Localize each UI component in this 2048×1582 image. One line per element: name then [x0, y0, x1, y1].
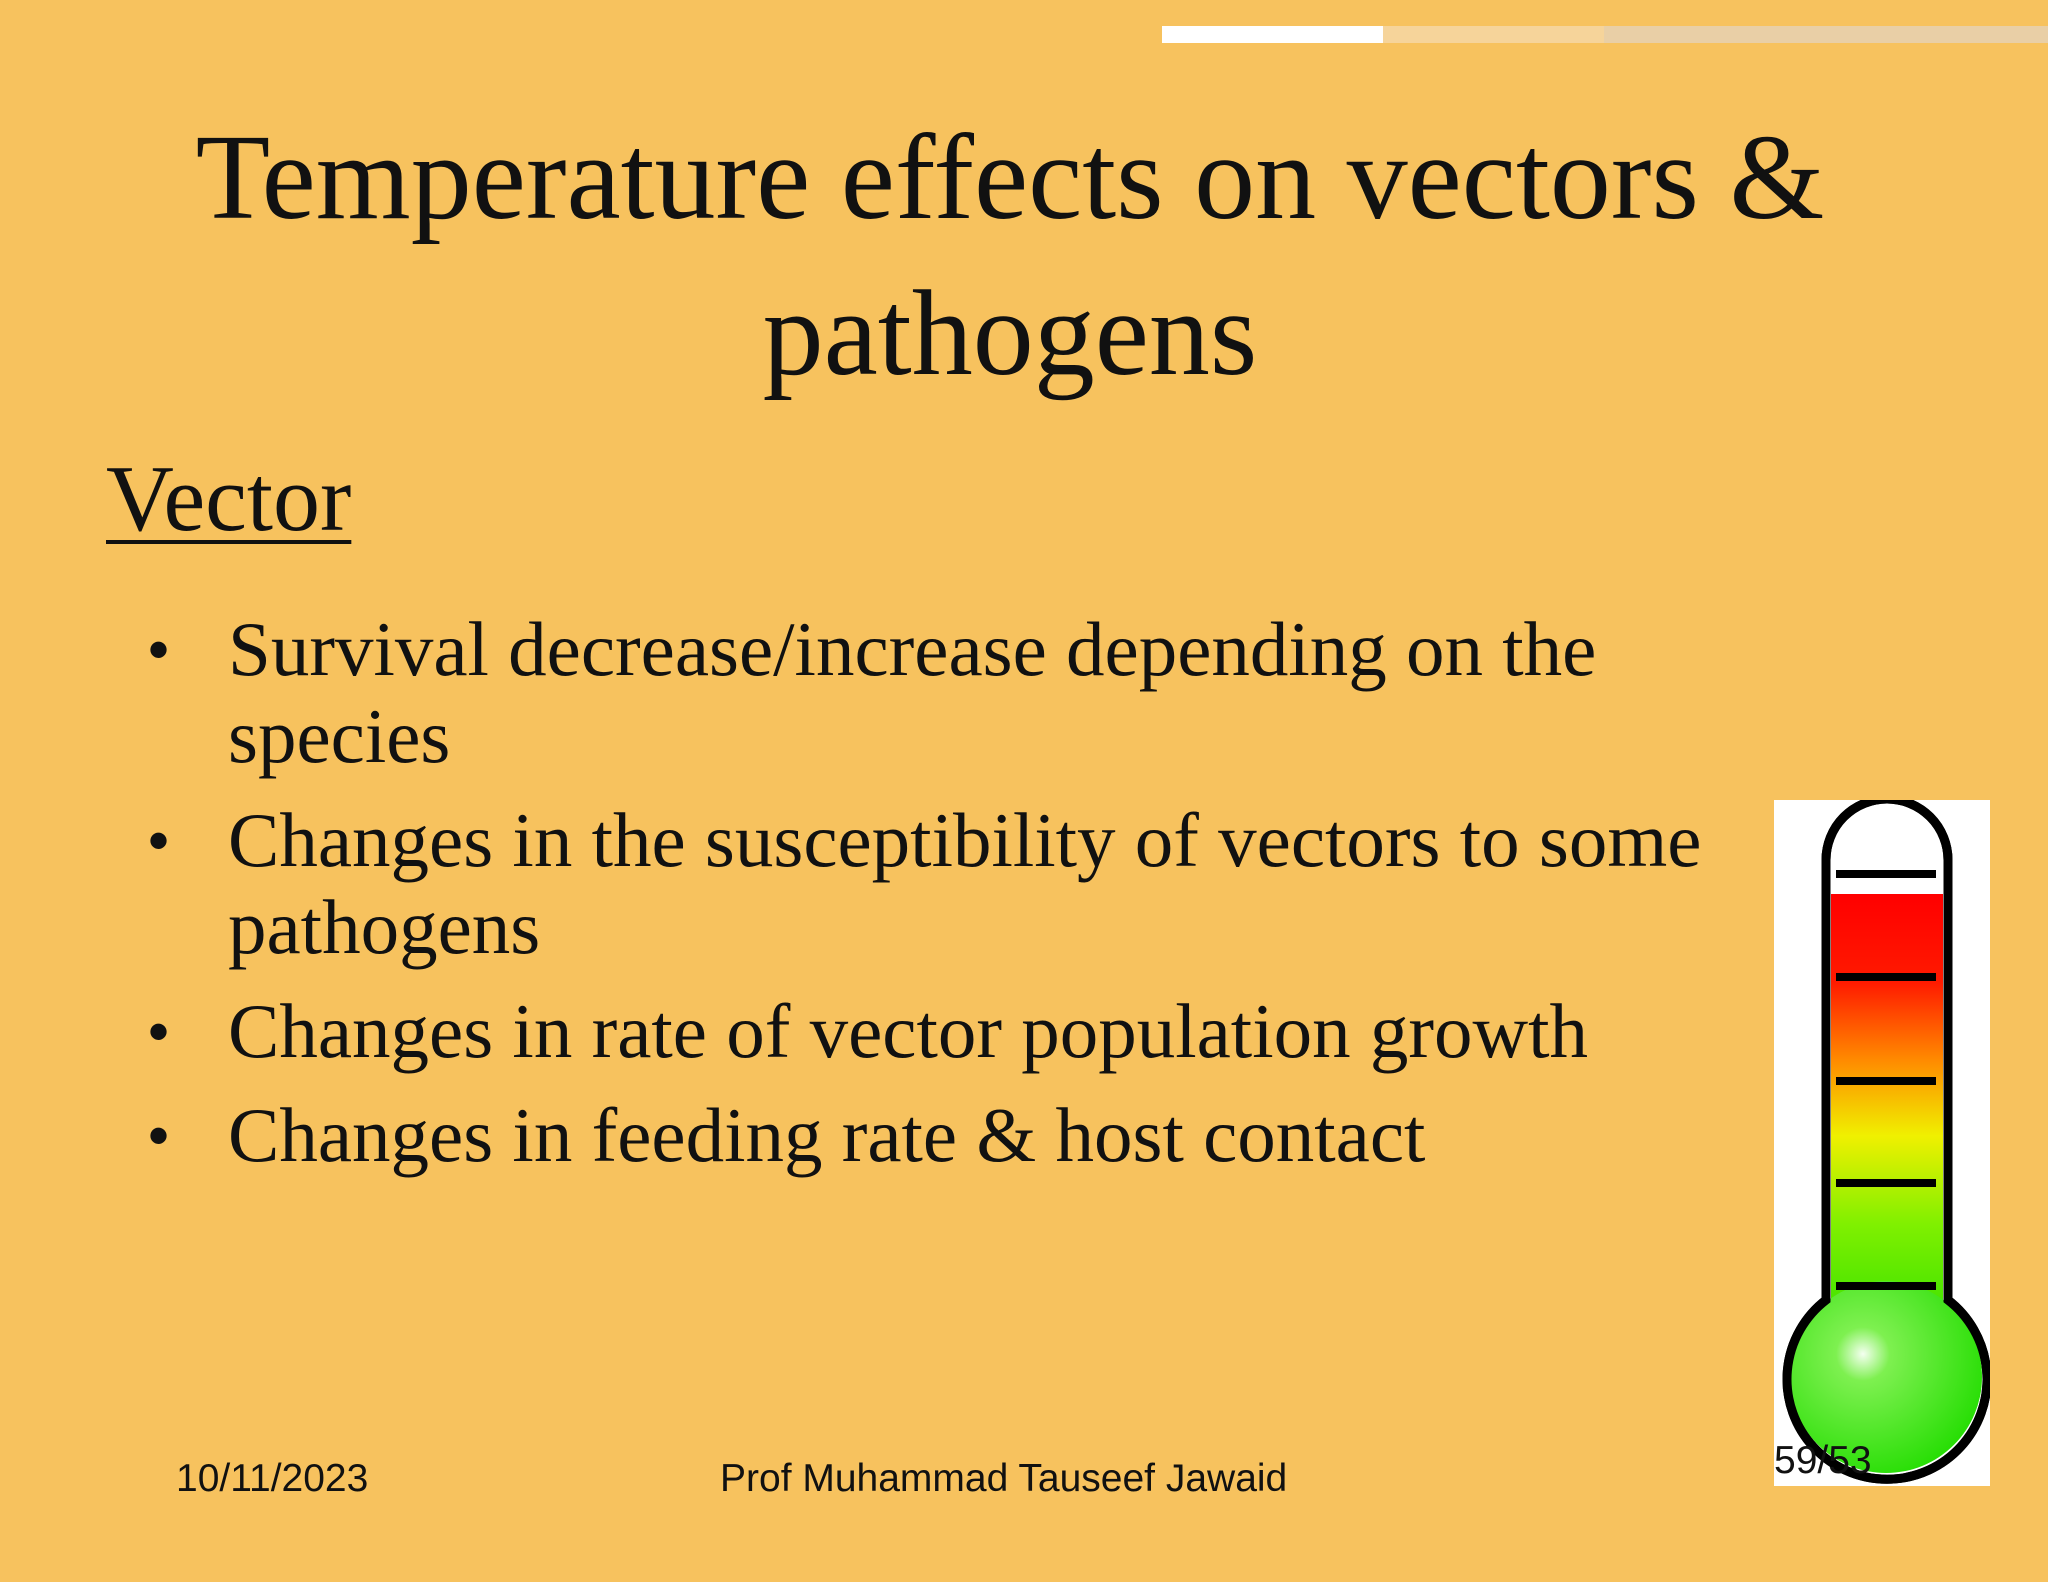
footer-date: 10/11/2023 [176, 1457, 369, 1500]
bullet-item: Changes in the susceptibility of vectors… [148, 797, 1708, 971]
bullet-item: Changes in feeding rate & host contact [148, 1092, 1708, 1179]
section-heading: Vector [106, 447, 352, 551]
slide-number: 59/53 [1774, 1439, 1872, 1482]
progress-bar [1383, 26, 1604, 43]
bullet-item: Survival decrease/increase depending on … [148, 606, 1708, 780]
bullet-item: Changes in rate of vector population gro… [148, 988, 1708, 1075]
footer-author: Prof Muhammad Tauseef Jawaid [720, 1457, 1288, 1500]
slide-title: Temperature effects on vectors & pathoge… [195, 110, 1825, 401]
bullet-list: Survival decrease/increase depending on … [148, 606, 1708, 1196]
progress-bar [1604, 26, 2048, 43]
thermometer-image [1774, 800, 1990, 1486]
progress-bar [1162, 26, 1383, 43]
